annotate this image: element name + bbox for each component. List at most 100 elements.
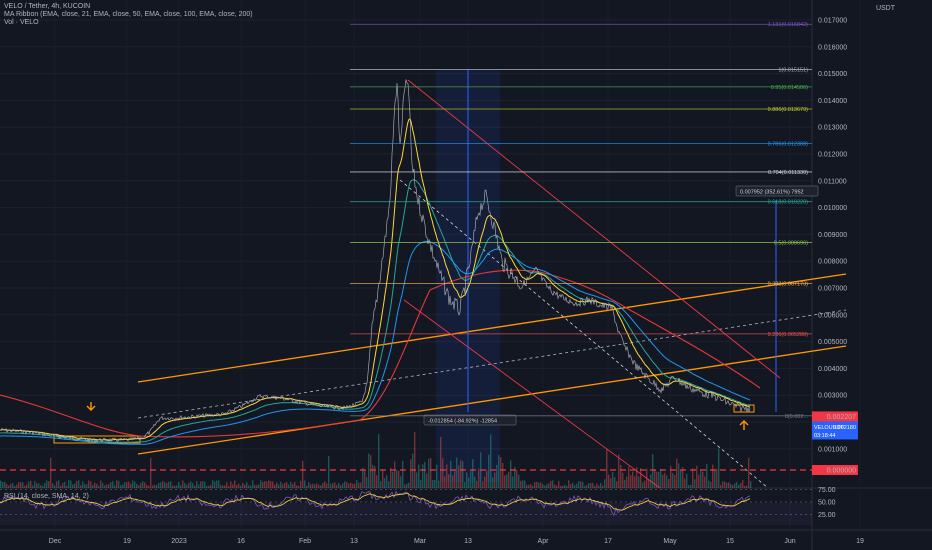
- volume-bar: [60, 485, 62, 488]
- volume-bar: [434, 480, 436, 488]
- volume-bar: [258, 484, 260, 488]
- volume-bar: [28, 481, 30, 488]
- volume-bar: [216, 480, 218, 488]
- volume-bar: [358, 482, 360, 488]
- volume-bar: [746, 485, 748, 488]
- volume-bar: [598, 485, 600, 488]
- fib-level-label: 0.618(0.010220): [768, 200, 809, 206]
- fib-level-label: 0.236(0.005288): [768, 332, 809, 338]
- volume-bar: [276, 482, 278, 488]
- volume-bar: [132, 480, 134, 488]
- volume-bar: [210, 484, 212, 488]
- volume-bar: [494, 472, 496, 488]
- volume-bar: [78, 480, 80, 488]
- volume-bar: [406, 483, 408, 488]
- volume-bar: [470, 471, 472, 488]
- volume-bar: [396, 470, 398, 488]
- volume-bar: [192, 483, 194, 488]
- volume-bar: [624, 479, 626, 488]
- volume-bar: [584, 485, 586, 488]
- volume-bar: [44, 483, 46, 488]
- volume-bar: [486, 470, 488, 488]
- volume-bar: [120, 485, 122, 488]
- volume-bar: [450, 460, 452, 488]
- volume-bar: [694, 479, 696, 488]
- time-axis-label: Mar: [414, 538, 427, 545]
- volume-bar: [556, 485, 558, 488]
- volume-bar: [422, 464, 424, 488]
- volume-bar: [250, 485, 252, 488]
- volume-bar: [542, 484, 544, 488]
- volume-bar: [298, 485, 300, 488]
- volume-bar: [248, 485, 250, 488]
- volume-bar: [438, 480, 440, 488]
- volume-bar: [640, 468, 642, 488]
- volume-bar: [62, 482, 64, 488]
- rsi-legend[interactable]: RSI (14, close, SMA, 14, 2): [4, 493, 89, 500]
- volume-bar: [94, 482, 96, 488]
- volume-bar: [68, 480, 70, 488]
- price-axis-tick: 0.013000: [818, 125, 847, 132]
- volume-bar: [430, 457, 432, 488]
- volume-bar: [722, 481, 724, 488]
- volume-bar: [346, 482, 348, 488]
- volume-bar: [88, 480, 90, 488]
- volume-bar: [432, 479, 434, 488]
- volume-bar: [554, 484, 556, 488]
- volume-bar: [700, 469, 702, 488]
- volume-bar: [622, 472, 624, 488]
- volume-bar: [448, 474, 450, 488]
- volume-bar: [588, 483, 590, 488]
- volume-bar: [688, 484, 690, 488]
- ema-100-line: [0, 240, 751, 445]
- volume-bar: [66, 485, 68, 488]
- volume-bar: [496, 464, 498, 488]
- volume-bar: [238, 483, 240, 488]
- volume-bar: [404, 484, 406, 488]
- volume-bar: [156, 484, 158, 488]
- volume-bar: [474, 476, 476, 488]
- volume-bar: [658, 471, 660, 488]
- volume-bar: [402, 461, 404, 488]
- volume-bar: [318, 484, 320, 488]
- volume-bar: [196, 481, 198, 488]
- volume-bar: [30, 480, 32, 488]
- price-axis-tick: 0.014000: [818, 98, 847, 105]
- channel-lower-line: [137, 345, 847, 455]
- volume-bar: [678, 463, 680, 488]
- volume-bar: [458, 465, 460, 488]
- volume-bar: [696, 465, 698, 488]
- ma-ribbon-legend[interactable]: MA Ribbon (EMA, close, 21, EMA, close, 5…: [4, 11, 253, 18]
- volume-bar: [702, 471, 704, 488]
- time-axis-label: May: [663, 538, 677, 545]
- volume-bar: [626, 476, 628, 488]
- price-axis-tick: 0.004000: [818, 366, 847, 373]
- volume-bar: [74, 483, 76, 488]
- volume-bar: [604, 479, 606, 488]
- volume-bar: [632, 471, 634, 488]
- volume-bar: [446, 464, 448, 488]
- volume-bar: [198, 484, 200, 488]
- countdown-label: 03:18:44: [814, 433, 835, 439]
- fib-level-label: 0.5(0.008696): [774, 241, 808, 247]
- symbol-title[interactable]: VELO / Tether, 4h, KUCOIN: [4, 3, 91, 10]
- volume-bar: [710, 481, 712, 488]
- fib-level-label: 0(0.002...: [785, 414, 809, 420]
- volume-bar: [16, 484, 18, 488]
- volume-legend[interactable]: Vol · VELO: [4, 19, 39, 26]
- volume-bar: [240, 485, 242, 488]
- volume-bar: [560, 485, 562, 488]
- volume-bar: [162, 481, 164, 488]
- volume-bar: [296, 485, 298, 488]
- volume-bar: [380, 481, 382, 488]
- price-axis-tick: 0.011000: [818, 178, 847, 185]
- volume-bar: [106, 484, 108, 488]
- volume-bar: [572, 482, 574, 488]
- volume-bar: [562, 485, 564, 488]
- current-price-badge: [812, 411, 858, 422]
- volume-bar: [40, 485, 42, 488]
- volume-bar: [264, 481, 266, 488]
- volume-bar: [344, 481, 346, 488]
- symbol-badge: [812, 421, 858, 440]
